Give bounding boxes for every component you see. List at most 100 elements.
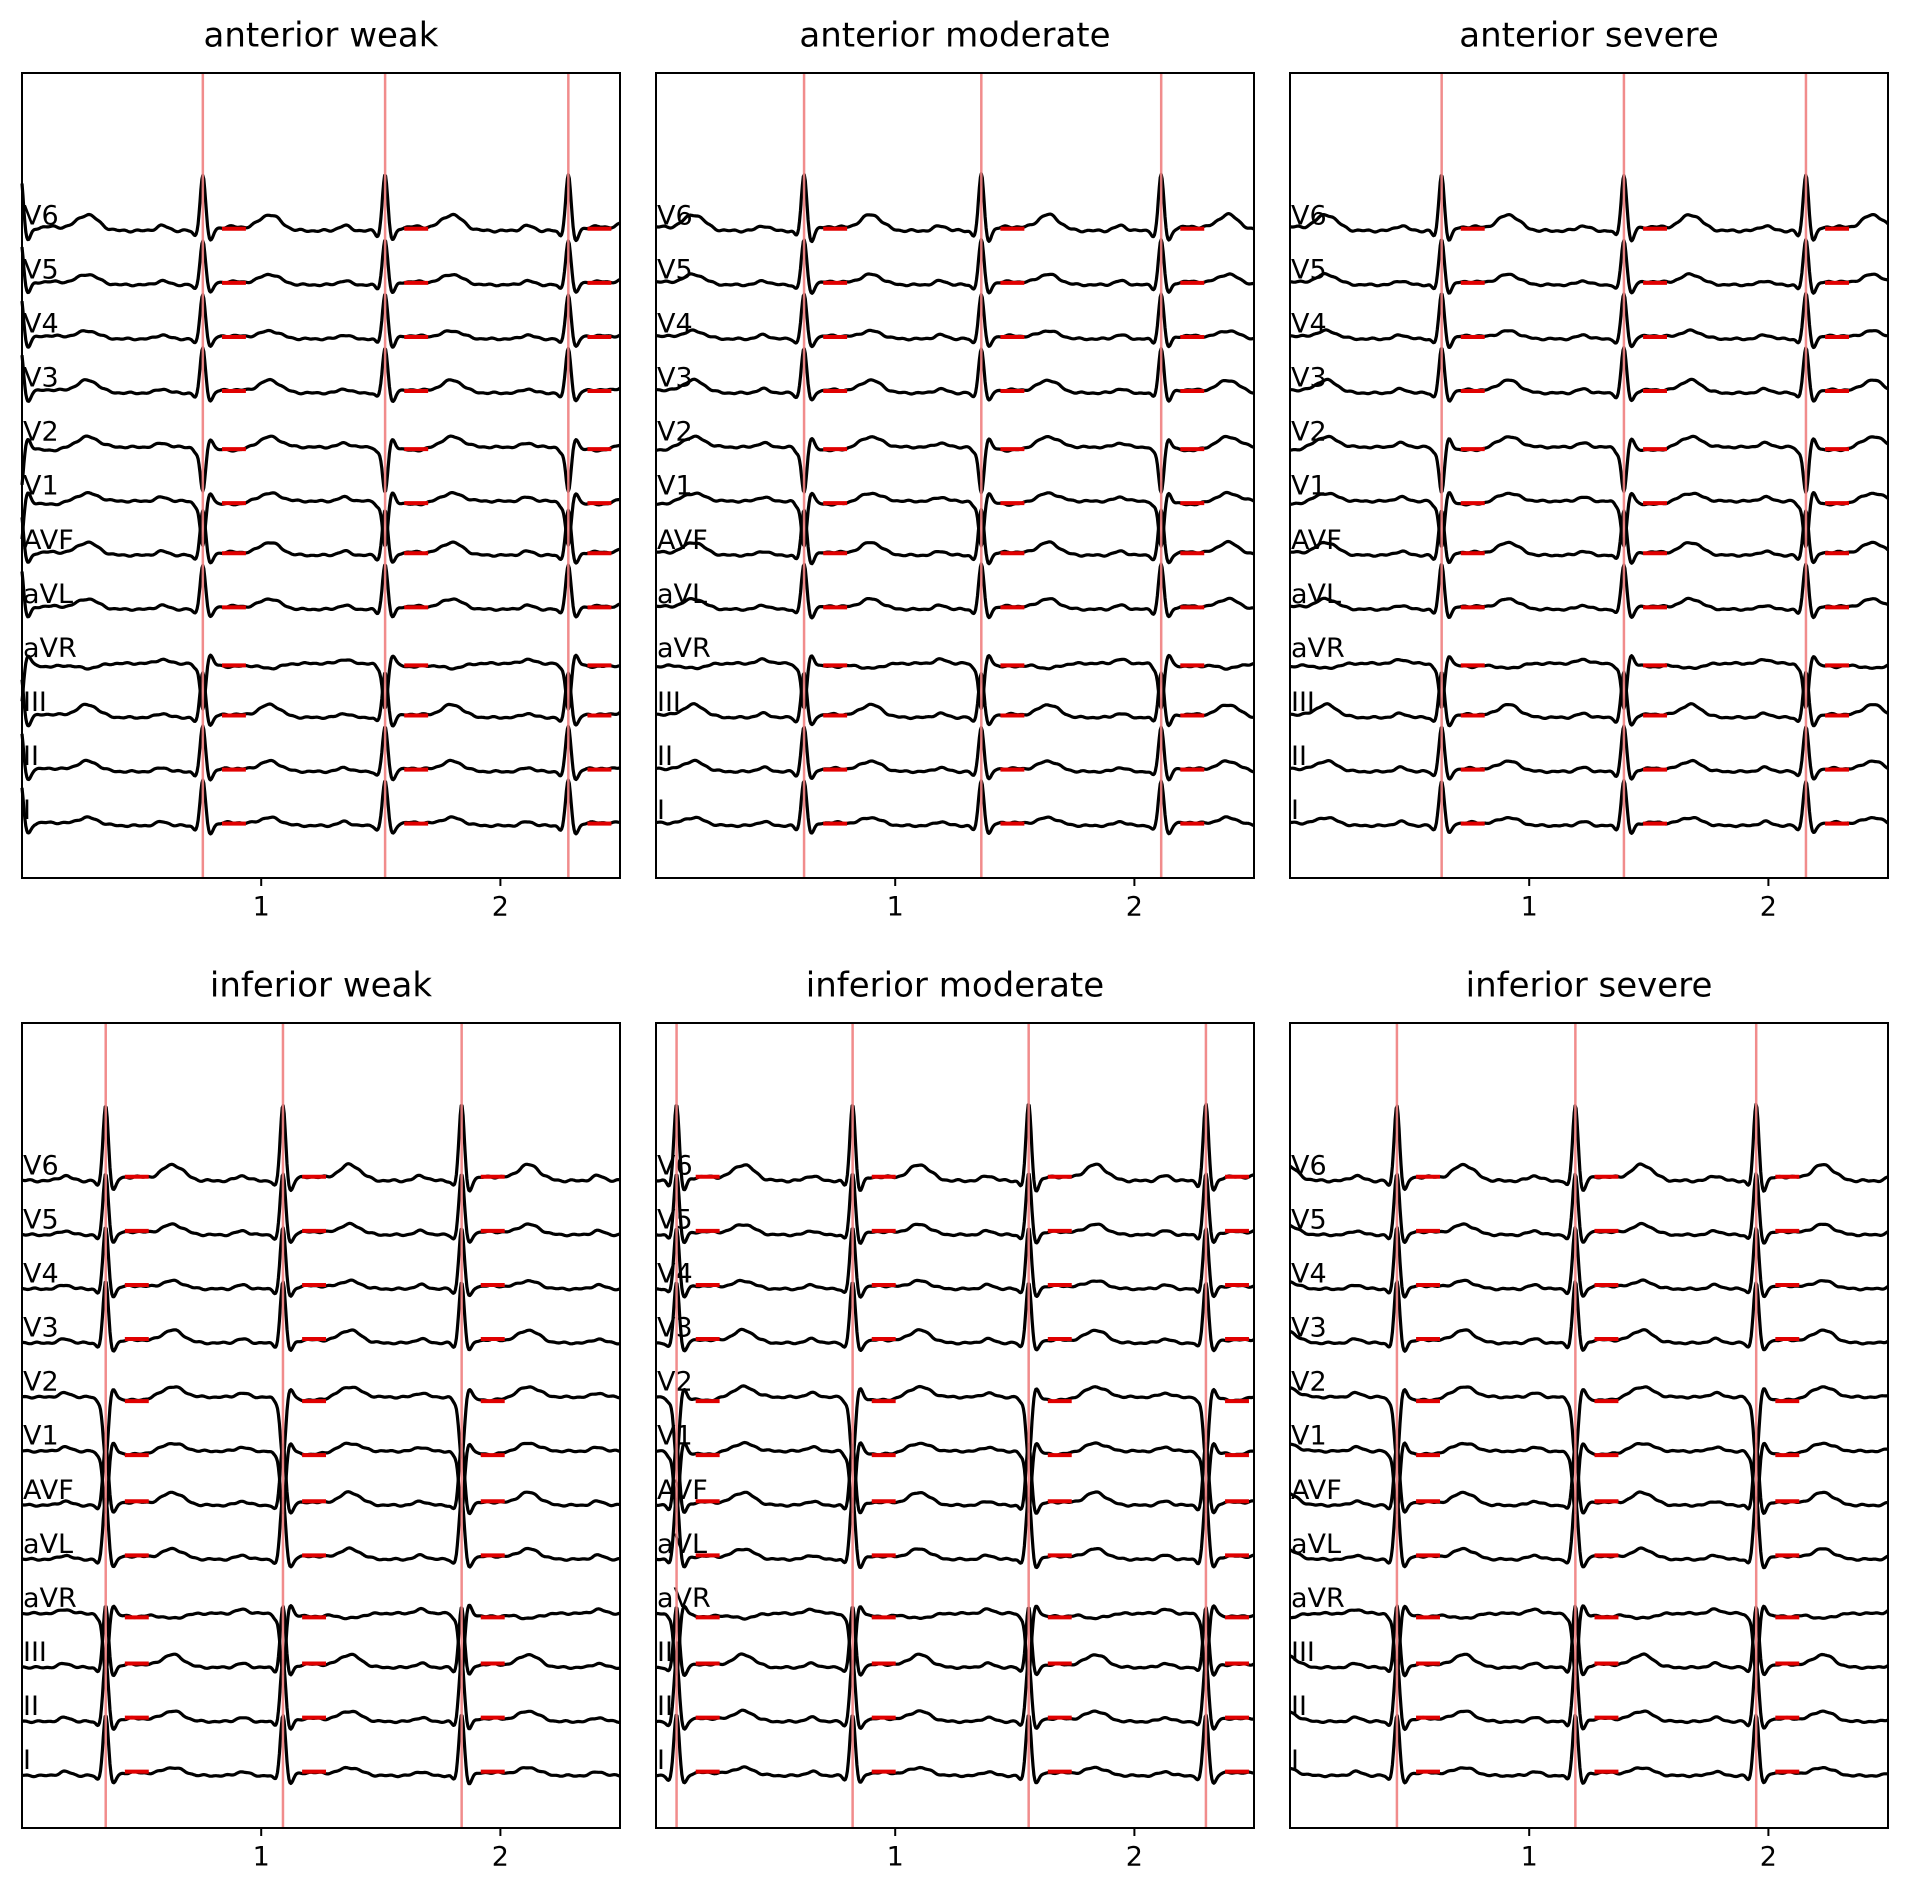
lead-label: aVR bbox=[23, 633, 77, 664]
lead-label: III bbox=[1291, 687, 1315, 718]
ecg-trace bbox=[1289, 509, 1889, 565]
ecg-trace bbox=[655, 1496, 1255, 1570]
lead-label: V1 bbox=[1291, 471, 1327, 502]
axes-frame bbox=[1289, 72, 1889, 879]
lead-label: V2 bbox=[657, 417, 693, 448]
panel-title: anterior moderate bbox=[799, 16, 1110, 56]
ecg-trace bbox=[1289, 724, 1889, 781]
ecg-trace bbox=[1289, 292, 1889, 350]
lead-label: AVF bbox=[1291, 525, 1342, 556]
lead-label: aVL bbox=[657, 1529, 707, 1560]
panel-title: inferior moderate bbox=[806, 966, 1104, 1006]
axes-frame bbox=[655, 1022, 1255, 1829]
lead-label: III bbox=[1291, 1637, 1315, 1668]
ecg-trace bbox=[655, 1281, 1255, 1353]
ecg-trace bbox=[655, 1172, 1255, 1245]
ecg-trace bbox=[1289, 779, 1889, 835]
ecg-trace bbox=[655, 1227, 1255, 1299]
ecg-trace bbox=[655, 653, 1255, 711]
axes-frame bbox=[655, 72, 1255, 879]
lead-label: V2 bbox=[23, 417, 59, 448]
lead-label: II bbox=[1291, 1691, 1307, 1722]
ecg-trace bbox=[20, 724, 621, 782]
ecg-trace bbox=[655, 562, 1255, 620]
lead-label: V3 bbox=[23, 1313, 59, 1344]
ecg-trace bbox=[655, 1102, 1255, 1193]
ecg-trace bbox=[655, 1606, 1255, 1677]
lead-label: V5 bbox=[1291, 254, 1327, 285]
lead-label: aVR bbox=[657, 633, 711, 664]
lead-label: III bbox=[657, 687, 681, 718]
lead-label: V6 bbox=[657, 200, 693, 231]
lead-label: V4 bbox=[23, 308, 59, 339]
lead-label: V2 bbox=[23, 1367, 59, 1398]
ecg-trace bbox=[1289, 1385, 1889, 1460]
lead-label: aVL bbox=[1291, 1529, 1341, 1560]
ecg-trace bbox=[655, 1384, 1255, 1460]
lead-label: AVF bbox=[657, 525, 708, 556]
lead-label: aVL bbox=[23, 579, 73, 610]
ecg-trace bbox=[655, 434, 1255, 495]
axes-frame bbox=[1289, 1022, 1889, 1829]
lead-label: V1 bbox=[1291, 1421, 1327, 1452]
lead-label: V5 bbox=[657, 1204, 693, 1235]
lead-label: V6 bbox=[1291, 200, 1327, 231]
x-tick-label: 2 bbox=[492, 1842, 509, 1873]
ecg-trace bbox=[655, 508, 1255, 566]
ecg-trace bbox=[1289, 173, 1890, 243]
lead-label: I bbox=[657, 795, 665, 826]
axes-frame bbox=[21, 1022, 621, 1829]
lead-label: V5 bbox=[23, 254, 59, 285]
ecg-trace bbox=[1289, 238, 1889, 295]
lead-label: II bbox=[23, 1691, 39, 1722]
lead-label: V5 bbox=[23, 1204, 59, 1235]
ecg-trace bbox=[20, 491, 621, 547]
ecg-trace bbox=[655, 172, 1255, 244]
lead-label: II bbox=[657, 741, 673, 772]
lead-label: V4 bbox=[23, 1258, 59, 1289]
lead-label: V2 bbox=[1291, 1367, 1327, 1398]
ecg-trace bbox=[655, 1440, 1255, 1514]
ecg-trace bbox=[20, 293, 621, 349]
x-tick-label: 2 bbox=[1760, 892, 1777, 923]
ecg-trace bbox=[20, 778, 621, 836]
ecg-trace bbox=[655, 347, 1255, 403]
ecg-trace bbox=[1289, 491, 1889, 549]
lead-label: V4 bbox=[657, 308, 693, 339]
ecg-trace bbox=[1289, 434, 1889, 494]
ecg-trace bbox=[655, 1604, 1255, 1676]
ecg-trace bbox=[21, 1385, 621, 1460]
lead-label: V1 bbox=[23, 1421, 59, 1452]
lead-label: V1 bbox=[657, 471, 693, 502]
x-tick-label: 1 bbox=[887, 1842, 904, 1873]
ecg-trace bbox=[20, 173, 621, 243]
lead-label: aVL bbox=[657, 579, 707, 610]
x-tick-label: 2 bbox=[1126, 1842, 1143, 1873]
lead-label: II bbox=[23, 741, 39, 772]
lead-label: V6 bbox=[1291, 1150, 1327, 1181]
ecg-trace bbox=[655, 1713, 1255, 1785]
ecg-trace bbox=[1289, 654, 1889, 710]
x-tick-label: 2 bbox=[492, 892, 509, 923]
ecg-trace bbox=[655, 238, 1255, 295]
ecg-trace bbox=[20, 671, 621, 728]
lead-label: I bbox=[23, 1745, 31, 1776]
lead-label: aVR bbox=[1291, 633, 1345, 664]
ecg-trace bbox=[20, 563, 621, 619]
ecg-trace bbox=[655, 779, 1255, 836]
lead-label: V3 bbox=[1291, 363, 1327, 394]
ecg-trace bbox=[20, 239, 621, 295]
ecg-trace bbox=[655, 671, 1255, 728]
lead-label: aVL bbox=[23, 1529, 73, 1560]
lead-label: V5 bbox=[657, 254, 693, 285]
lead-label: aVL bbox=[1291, 579, 1341, 610]
x-tick-label: 1 bbox=[1521, 892, 1538, 923]
ecg-trace bbox=[20, 434, 621, 493]
x-tick-label: 2 bbox=[1760, 1842, 1777, 1873]
lead-label: V4 bbox=[657, 1258, 693, 1289]
lead-label: aVR bbox=[23, 1583, 77, 1614]
lead-label: V4 bbox=[1291, 1258, 1327, 1289]
ecg-trace bbox=[1289, 562, 1889, 620]
lead-label: aVR bbox=[1291, 1583, 1345, 1614]
ecg-trace bbox=[655, 292, 1255, 349]
